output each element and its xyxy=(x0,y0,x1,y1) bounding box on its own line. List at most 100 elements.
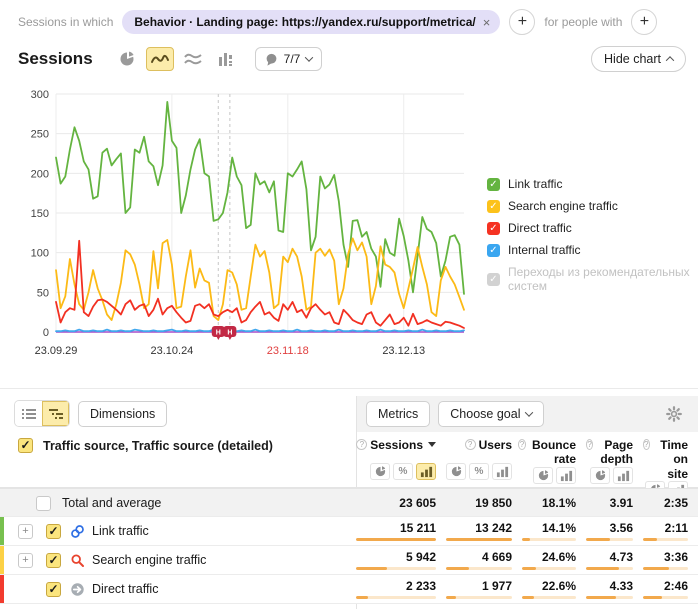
segment-chip[interactable]: Behavior · Landing page: https://yandex.… xyxy=(122,10,500,34)
legend-label: Переходы из рекомендательных систем xyxy=(508,265,698,293)
dimension-header-label: Traffic source, Traffic source (detailed… xyxy=(43,439,273,453)
help-icon[interactable]: ? xyxy=(356,439,367,450)
view-toggle xyxy=(14,400,70,427)
metric-bar-fill xyxy=(586,567,619,570)
chart-notes-dropdown[interactable]: 7/7 xyxy=(255,47,323,71)
svg-text:23.09.29: 23.09.29 xyxy=(35,345,78,357)
metrics-button[interactable]: Metrics xyxy=(366,401,430,427)
metric-bar-fill xyxy=(522,538,530,541)
dimensions-button[interactable]: Dimensions xyxy=(78,401,167,427)
row-label[interactable]: Direct traffic xyxy=(92,582,158,596)
chart-type-stacked-button[interactable] xyxy=(179,47,207,71)
row-icon xyxy=(70,524,85,539)
metric-bar-track xyxy=(643,538,688,541)
metric-toggle-percent-button[interactable]: % xyxy=(469,463,489,480)
svg-text:50: 50 xyxy=(37,287,49,299)
table-row: +✓Search engine traffic5 9424 66924.6%4.… xyxy=(0,546,698,575)
metric-toggle-pie-button[interactable] xyxy=(370,463,390,480)
metric-column-label[interactable]: ?Users xyxy=(465,438,512,452)
metric-toggle-bars-button[interactable] xyxy=(492,463,512,480)
metric-cell: 4 669 xyxy=(446,546,522,574)
metric-column-title: Bounce rate xyxy=(529,438,576,467)
list-view-button[interactable] xyxy=(15,401,42,426)
legend-item[interactable]: ✓ Переходы из рекомендательных систем xyxy=(487,265,698,293)
metrics-button-label: Metrics xyxy=(378,407,418,421)
choose-goal-button[interactable]: Choose goal xyxy=(438,401,544,427)
hide-chart-label: Hide chart xyxy=(604,52,661,66)
metric-value: 18.1% xyxy=(542,496,576,510)
metric-toggle-pie-button[interactable] xyxy=(533,467,553,484)
add-people-condition-button[interactable]: + xyxy=(631,9,657,35)
metric-column-header: ?Sessions% xyxy=(356,432,446,487)
expand-row-button[interactable]: + xyxy=(18,524,33,539)
legend-label: Link traffic xyxy=(508,177,562,191)
hide-chart-button[interactable]: Hide chart xyxy=(591,46,686,72)
metric-value: 4.33 xyxy=(610,579,633,593)
legend-checkbox-icon: ✓ xyxy=(487,200,500,213)
section-divider xyxy=(0,388,698,389)
metric-cell: 15 211 xyxy=(356,517,446,545)
select-all-checkbox[interactable]: ✓ xyxy=(18,438,33,453)
legend-item[interactable]: ✓ Search engine traffic xyxy=(487,199,698,213)
svg-text:23.10.24: 23.10.24 xyxy=(150,345,193,357)
metric-bar-track xyxy=(586,596,633,599)
notes-count: 7/7 xyxy=(284,52,301,66)
legend-item[interactable]: ✓Direct traffic xyxy=(487,221,698,235)
metric-toggle-percent-button[interactable]: % xyxy=(393,463,413,480)
help-icon[interactable]: ? xyxy=(643,439,650,450)
row-label[interactable]: Link traffic xyxy=(92,524,149,538)
metric-toggle-pie-button[interactable] xyxy=(446,463,466,480)
metric-value: 19 850 xyxy=(475,496,512,510)
chart-type-columns-button[interactable] xyxy=(212,47,240,71)
row-checkbox[interactable]: ✓ xyxy=(46,582,61,597)
dimension-toolbar: Dimensions xyxy=(14,400,167,427)
metric-toggle-pie-button[interactable] xyxy=(590,467,610,484)
row-checkbox[interactable]: ✓ xyxy=(36,496,51,511)
metric-toggle-bars-button[interactable] xyxy=(556,467,576,484)
legend-label: Internal traffic xyxy=(508,243,580,257)
chart-legend: ✓Link traffic✓Search engine traffic✓Dire… xyxy=(487,177,698,301)
sessions-line-chart: 05010015020025030023.09.2923.10.2423.11.… xyxy=(14,82,472,366)
chart-section-header: Sessions xyxy=(18,44,686,74)
legend-item[interactable]: ✓Link traffic xyxy=(487,177,698,191)
legend-item[interactable]: ✓Internal traffic xyxy=(487,243,698,257)
expand-row-button[interactable]: + xyxy=(18,553,33,568)
help-icon[interactable]: ? xyxy=(518,439,526,450)
metric-cell: 3.91 xyxy=(586,489,643,516)
metric-column-title: Page depth xyxy=(596,438,633,467)
direct-traffic-icon xyxy=(70,582,85,597)
settings-gear-icon[interactable] xyxy=(666,406,682,422)
metric-cell: 22.6% xyxy=(522,575,586,603)
add-session-condition-button[interactable]: + xyxy=(509,9,535,35)
legend-checkbox-icon: ✓ xyxy=(487,273,500,286)
segment-filter-bar: Sessions in which Behavior · Landing pag… xyxy=(18,8,688,36)
chart-type-pie-button[interactable] xyxy=(113,47,141,71)
chart-type-line-button[interactable] xyxy=(146,47,174,71)
row-checkbox[interactable]: ✓ xyxy=(46,524,61,539)
row-label[interactable]: Search engine traffic xyxy=(92,553,206,567)
help-icon[interactable]: ? xyxy=(465,439,476,450)
remove-segment-icon[interactable]: × xyxy=(483,16,491,29)
tree-view-button[interactable] xyxy=(42,401,69,426)
metric-cell: 5 942 xyxy=(356,546,446,574)
metric-bar-track xyxy=(586,538,633,541)
metric-column-label[interactable]: ?Time on site xyxy=(643,438,688,481)
metric-toggle-bars-button[interactable] xyxy=(613,467,633,484)
legend-label: Search engine traffic xyxy=(508,199,618,213)
row-checkbox[interactable]: ✓ xyxy=(46,553,61,568)
help-icon[interactable]: ? xyxy=(586,439,593,450)
metric-column-label[interactable]: ?Bounce rate xyxy=(518,438,576,467)
metric-bar-track xyxy=(356,567,436,570)
metric-column-label[interactable]: ?Sessions xyxy=(356,438,436,452)
metric-bar-fill xyxy=(446,596,456,599)
chart-note-badge[interactable]: H xyxy=(212,326,225,340)
chart-note-badge[interactable]: H xyxy=(223,326,236,340)
table-row: +✓Link traffic15 21113 24214.1%3.562:11 xyxy=(0,517,698,546)
metric-cell: 24.6% xyxy=(522,546,586,574)
metric-cell: 14.1% xyxy=(522,517,586,545)
metric-column-label[interactable]: ?Page depth xyxy=(586,438,633,467)
metric-bar-track xyxy=(356,538,436,541)
metric-value: 2 233 xyxy=(406,579,436,593)
svg-text:100: 100 xyxy=(31,248,49,260)
metric-toggle-bars-button[interactable] xyxy=(416,463,436,480)
